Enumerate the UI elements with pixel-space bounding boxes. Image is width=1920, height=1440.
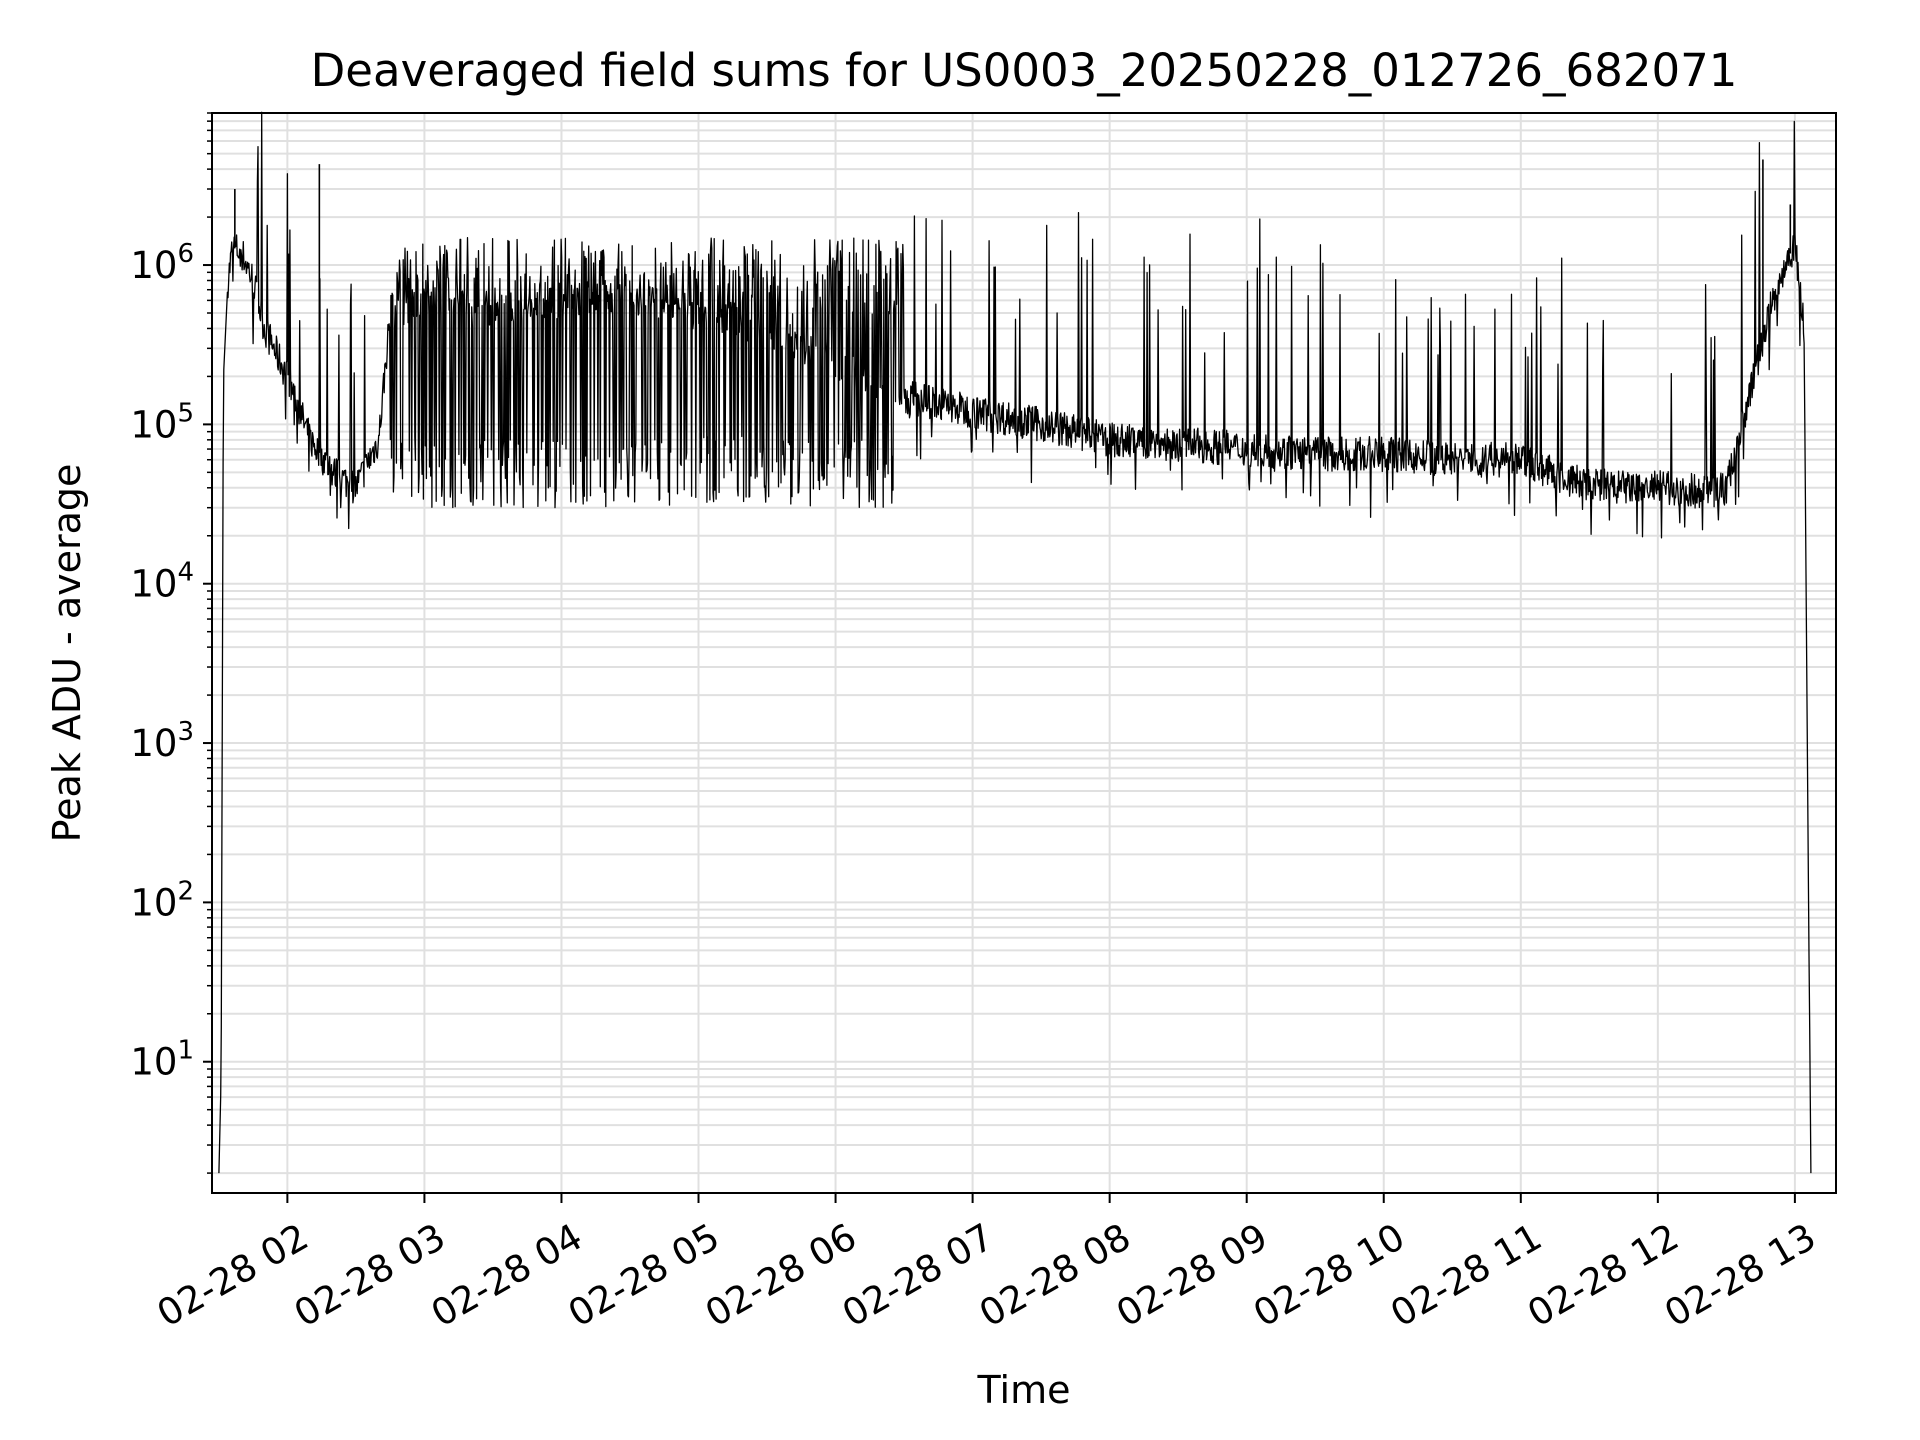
grid-lines: [212, 112, 1836, 1193]
y-axis-label: Peak ADU - average: [45, 464, 89, 843]
y-tick-label: 104: [130, 558, 194, 606]
y-tick-label: 102: [130, 876, 194, 924]
x-axis-label: Time: [977, 1368, 1071, 1412]
series-line: [218, 111, 1812, 1174]
y-tick-label: 103: [130, 717, 194, 765]
plot-area-frame: [211, 112, 1837, 1194]
y-tick-label: 101: [130, 1036, 194, 1084]
axis-ticks: [203, 112, 1796, 1203]
chart-title: Deaveraged field sums for US0003_2025022…: [311, 44, 1738, 97]
series-layer: [218, 111, 1812, 1174]
y-tick-label: 106: [130, 239, 194, 287]
y-tick-label: 105: [130, 398, 194, 446]
